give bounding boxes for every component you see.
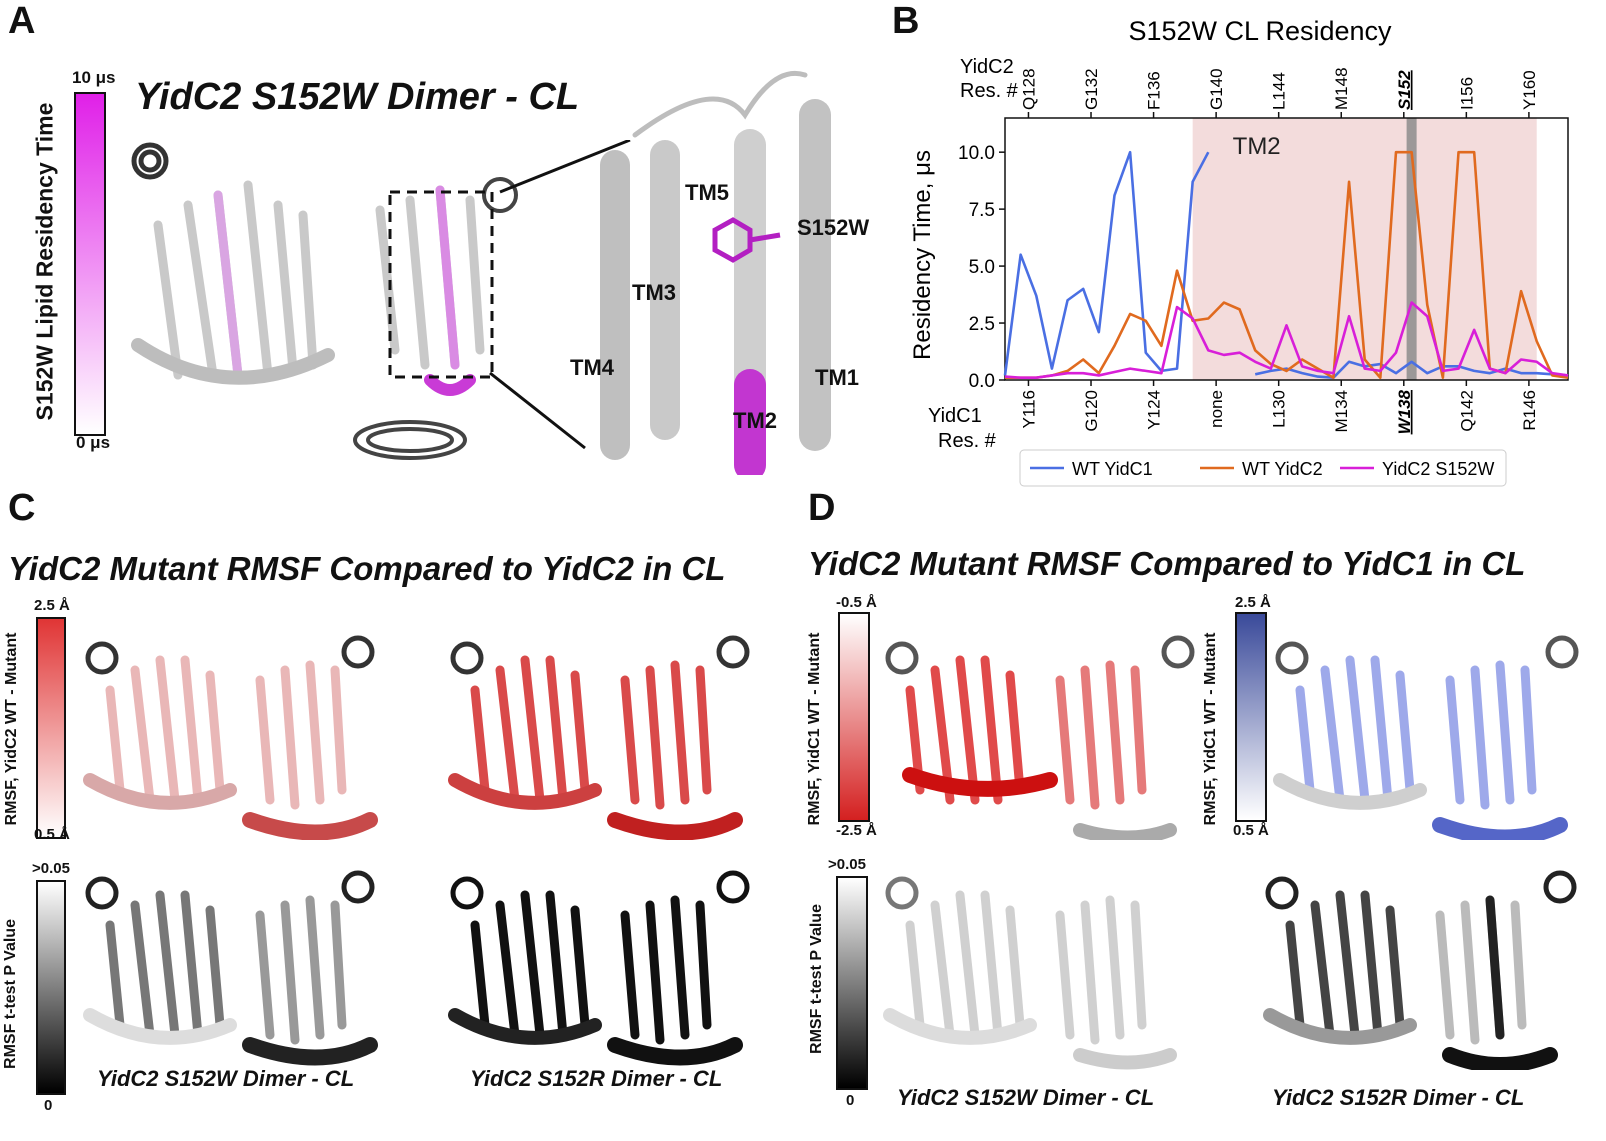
panel-c-title: YidC2 Mutant RMSF Compared to YidC2 in C… xyxy=(8,550,726,587)
caption-c-s152w: YidC2 S152W Dimer - CL xyxy=(97,1066,355,1091)
y-tick-label: 5.0 xyxy=(969,257,995,278)
top-axis-title-1: YidC2 xyxy=(960,56,1014,78)
structure-a-zoom xyxy=(600,70,831,475)
top-tick-label: M148 xyxy=(1332,67,1351,110)
bottom-tick-label: R146 xyxy=(1520,390,1539,431)
series-line-0 xyxy=(1003,150,1210,376)
rmsf-colorbar-d-red-max: -0.5 Å xyxy=(836,594,877,611)
bottom-tick-label: none xyxy=(1207,390,1226,428)
bottom-axis-title-1: YidC1 xyxy=(928,405,982,427)
pvalue-colorbar-d-title: RMSF t-test P Value xyxy=(808,904,825,1054)
zoom-label-tm5: TM5 xyxy=(685,180,729,205)
panel-label-a: A xyxy=(8,0,36,42)
residency-line-chart: S152W CL Residency YidC2 Res. # YidC1 Re… xyxy=(909,16,1569,487)
structure-c-s152w-pvalue xyxy=(83,870,378,1066)
pvalue-colorbar-d-min: 0 xyxy=(846,1092,855,1109)
top-tick-label: S152 xyxy=(1395,70,1414,110)
rmsf-colorbar-d-red-title: RMSF, YidC1 WT - Mutant xyxy=(806,632,823,826)
panel-d-title: YidC2 Mutant RMSF Compared to YidC1 in C… xyxy=(808,545,1526,582)
caption-d-s152r: YidC2 S152R Dimer - CL xyxy=(1272,1085,1525,1110)
series-line-2 xyxy=(1005,150,1569,380)
bottom-tick-label: Q142 xyxy=(1457,390,1476,432)
bottom-tick-label: Y124 xyxy=(1145,390,1164,430)
top-tick-label: F136 xyxy=(1145,71,1164,110)
series-line-3 xyxy=(1004,301,1569,380)
plot-frame xyxy=(1004,117,1569,381)
panel-label-c: C xyxy=(8,487,36,529)
pvalue-colorbar-c xyxy=(36,880,66,1095)
legend-box xyxy=(1019,449,1507,487)
bottom-tick-label: Y116 xyxy=(1019,390,1038,428)
rmsf-colorbar-d-red xyxy=(838,612,870,822)
legend-label: WT YidC1 xyxy=(1072,459,1153,479)
rmsf-colorbar-d-blue-max: 2.5 Å xyxy=(1235,594,1271,611)
pvalue-colorbar-c-min: 0 xyxy=(44,1097,53,1114)
pvalue-colorbar-d xyxy=(836,876,868,1090)
y-tick-label: 7.5 xyxy=(969,200,995,221)
panel-label-d: D xyxy=(808,487,836,529)
chart-title: S152W CL Residency xyxy=(1128,16,1392,46)
y-tick-label: 10.0 xyxy=(958,143,995,164)
chart-legend: WT YidC1 WT YidC2 YidC2 S152W xyxy=(1019,449,1507,487)
rmsf-colorbar-c-max: 2.5 Å xyxy=(34,597,70,614)
top-tick-label: G140 xyxy=(1207,68,1226,110)
zoom-label-tm2: TM2 xyxy=(733,408,777,433)
legend-label: YidC2 S152W xyxy=(1382,459,1494,479)
zoom-label-s152w: S152W xyxy=(797,215,870,240)
bottom-tick-label: W138 xyxy=(1395,389,1414,434)
bottom-tick-label: L130 xyxy=(1270,390,1289,428)
highlight-band xyxy=(1406,118,1417,380)
legend-label: WT YidC2 xyxy=(1242,459,1323,479)
bottom-axis-title-2: Res. # xyxy=(938,430,997,452)
structure-a-left xyxy=(131,142,335,385)
caption-d-s152w: YidC2 S152W Dimer - CL xyxy=(897,1085,1155,1110)
top-tick-label: I156 xyxy=(1457,77,1476,110)
top-tick-label: G132 xyxy=(1082,68,1101,110)
structure-c-s152w-rmsf xyxy=(83,635,378,840)
rmsf-colorbar-d-blue-min: 0.5 Å xyxy=(1233,822,1269,839)
rmsf-colorbar-d-blue xyxy=(1235,612,1267,822)
structure-a-right xyxy=(353,177,518,460)
structure-c-s152r-rmsf xyxy=(448,635,750,840)
zoom-connector-lines xyxy=(489,140,631,450)
structure-c-s152r-pvalue xyxy=(448,870,750,1066)
caption-c-s152r: YidC2 S152R Dimer - CL xyxy=(470,1066,723,1091)
tm2-region-label: TM2 xyxy=(1233,133,1281,160)
pvalue-colorbar-c-title: RMSF t-test P Value xyxy=(2,919,19,1069)
rmsf-colorbar-d-red-min: -2.5 Å xyxy=(836,822,877,839)
structure-d-s152w-rmsf xyxy=(885,635,1195,840)
rmsf-colorbar-c-min: 0.5 Å xyxy=(34,826,70,843)
bottom-tick-label: M134 xyxy=(1332,390,1351,433)
pvalue-colorbar-d-max: >0.05 xyxy=(828,856,866,873)
residency-colorbar-title: S152W Lipid Residency Time xyxy=(31,102,58,421)
zoom-label-tm4: TM4 xyxy=(570,355,614,380)
top-tick-label: L144 xyxy=(1270,72,1289,110)
y-tick-label: 0.0 xyxy=(969,371,995,392)
series-line-1 xyxy=(1254,360,1569,380)
rmsf-colorbar-c xyxy=(36,617,66,839)
panel-a-title: YidC2 S152W Dimer - CL xyxy=(135,76,580,118)
y-axis-label: Residency Time, μs xyxy=(909,150,936,360)
rmsf-colorbar-c-title: RMSF, YidC2 WT - Mutant xyxy=(3,632,20,826)
residency-colorbar-max: 10 μs xyxy=(72,68,116,87)
structure-d-s152r-rmsf xyxy=(1273,635,1579,840)
zoom-label-tm1: TM1 xyxy=(815,365,859,390)
residency-colorbar-min: 0 μs xyxy=(76,433,111,452)
pvalue-colorbar-c-max: >0.05 xyxy=(32,860,70,877)
structure-d-s152w-pvalue xyxy=(883,876,1177,1070)
zoom-label-tm3: TM3 xyxy=(632,280,676,305)
y-tick-label: 2.5 xyxy=(969,314,995,335)
top-tick-label: Y160 xyxy=(1520,70,1539,110)
panel-label-b: B xyxy=(892,0,920,42)
top-tick-label: Q128 xyxy=(1019,68,1038,110)
residency-colorbar xyxy=(74,92,106,436)
structure-d-s152r-pvalue xyxy=(1263,870,1577,1070)
top-axis-title-2: Res. # xyxy=(960,80,1019,102)
bottom-tick-label: G120 xyxy=(1082,390,1101,432)
